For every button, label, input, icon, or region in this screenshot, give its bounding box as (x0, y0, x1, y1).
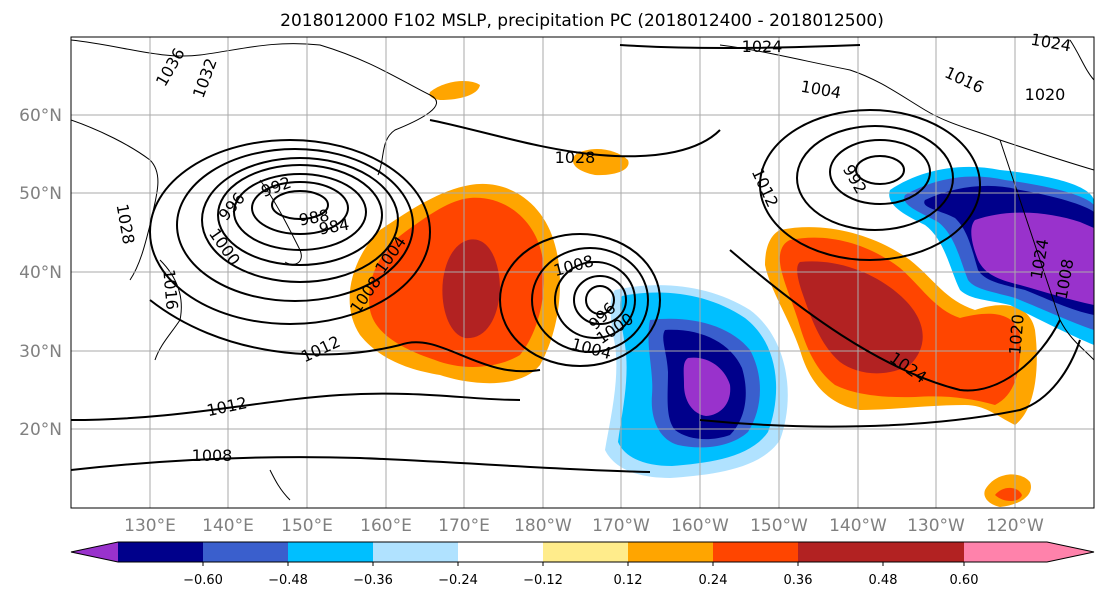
lat-label: 50°N (19, 184, 62, 204)
colorbar-extend-low (71, 542, 118, 562)
isobar-label: 1020 (1025, 85, 1066, 104)
colorbar-segment (628, 542, 713, 562)
colorbar-tick-label: −0.12 (523, 573, 563, 588)
isobar-1024-east (729, 249, 1061, 392)
lat-label: 40°N (19, 263, 62, 283)
isobar-low-east-2 (829, 139, 931, 205)
longitude-labels: 130°E 140°E 150°E 160°E 170°E 180°W 170°… (124, 516, 1044, 536)
lat-label: 20°N (19, 420, 62, 440)
lon-label: 170°E (438, 516, 490, 536)
isobar-label: 1028 (555, 148, 596, 167)
isobar-low-central-3 (554, 261, 636, 339)
figure-title: 2018012000 F102 MSLP, precipitation PC (… (280, 11, 884, 31)
isobar-1028 (429, 119, 721, 158)
isobar-low-west-5 (201, 157, 399, 283)
isobar-1020-east (699, 339, 1081, 428)
latitude-labels: 60°N 50°N 40°N 30°N 20°N (19, 106, 62, 440)
colorbar-segment (543, 542, 628, 562)
isobar-low-west-3 (233, 173, 367, 251)
isobar-low-west-2 (251, 181, 349, 235)
isobar-low-central-5 (499, 233, 661, 367)
lon-label: 130°W (907, 516, 965, 536)
colorbar-segment (883, 542, 964, 562)
lon-label: 140°E (202, 516, 254, 536)
map-frame (70, 36, 1095, 509)
isobar-low-east-3 (796, 125, 954, 231)
isobar-low-west-4 (217, 164, 383, 266)
lon-label: 170°W (592, 516, 650, 536)
colorbar-segment (798, 542, 883, 562)
colorbar-tick-label: 0.60 (950, 573, 979, 588)
precip-positive-central-pacific (349, 183, 560, 384)
colorbar-tick-label: −0.24 (438, 573, 478, 588)
colorbar-outline (70, 541, 1095, 563)
isobar-label: 1016 (159, 268, 181, 310)
isobar-low-west-7 (149, 139, 431, 325)
isobar-low-west-1 (271, 190, 329, 220)
colorbar-ticks (202, 562, 965, 566)
colorbar-tick-label: −0.36 (353, 573, 393, 588)
mslp-isobars (71, 44, 1081, 473)
colorbar-segment (373, 542, 458, 562)
graticule (71, 37, 1094, 508)
isobar-low-west-6 (176, 148, 414, 302)
lon-label: 150°E (281, 516, 333, 536)
map-panel (71, 37, 1094, 508)
colorbar-tick-labels: −0.60 −0.48 −0.36 −0.24 −0.12 0.12 0.24 … (183, 573, 978, 588)
lon-label: 130°E (124, 516, 176, 536)
lon-label: 160°E (360, 516, 412, 536)
isobar-low-east-4 (759, 109, 981, 261)
colorbar-tick-label: 0.24 (699, 573, 728, 588)
isobar-label: 1020 (1005, 313, 1027, 355)
precip-positive-east-pacific (765, 227, 1037, 425)
isobar-low-central-4 (531, 247, 649, 353)
colorbar-segment (203, 542, 288, 562)
colorbar-tick-label: −0.60 (183, 573, 223, 588)
lon-label: 120°W (986, 516, 1044, 536)
lon-label: 150°W (750, 516, 808, 536)
colorbar-tick-label: 0.36 (784, 573, 813, 588)
isobar-low-central-1 (585, 285, 615, 315)
isobar-1012-south (71, 392, 521, 421)
isobar-label: 1024 (742, 37, 783, 56)
colorbar-tick-label: 0.12 (614, 573, 643, 588)
lon-label: 140°W (829, 516, 887, 536)
precip-negative-northeast (889, 166, 1094, 345)
lon-label: 180°W (514, 516, 572, 536)
precip-positive-okhotsk (429, 80, 480, 100)
colorbar-tick-label: 0.48 (869, 573, 898, 588)
lon-label: 160°W (671, 516, 729, 536)
isobar-1008-south (71, 456, 651, 473)
colorbar: −0.60 −0.48 −0.36 −0.24 −0.12 0.12 0.24 … (70, 541, 1095, 588)
isobar-1012-west (149, 299, 541, 373)
isobar-low-east-1 (855, 155, 905, 185)
isobar-1024-north (619, 44, 861, 50)
colorbar-segment (118, 542, 203, 562)
colorbar-tick-label: −0.48 (268, 573, 308, 588)
lat-label: 60°N (19, 106, 62, 126)
colorbar-segment (458, 542, 543, 562)
colorbar-segment (713, 542, 798, 562)
colorbar-segment (288, 542, 373, 562)
isobar-low-central-2 (573, 275, 627, 325)
lat-label: 30°N (19, 342, 62, 362)
isobar-label: 1008 (192, 446, 233, 465)
